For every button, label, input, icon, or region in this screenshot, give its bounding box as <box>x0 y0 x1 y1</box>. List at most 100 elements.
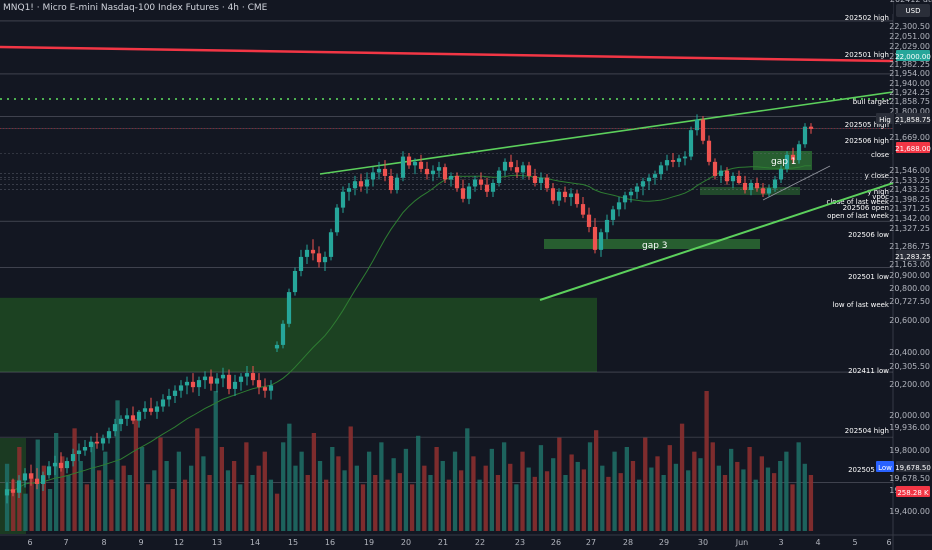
volume-bar <box>612 451 617 531</box>
price-tick: 21,433.25 <box>889 185 930 194</box>
candle-body <box>4 489 10 496</box>
volume-bar <box>551 458 556 531</box>
volume-bar <box>311 433 317 531</box>
gap-3-box <box>544 239 760 249</box>
volume-bar <box>790 484 795 531</box>
candle-body <box>310 249 316 254</box>
candle-body <box>394 177 400 191</box>
candle-body <box>124 415 130 419</box>
candle-body <box>142 408 148 412</box>
candle-body <box>670 160 676 162</box>
volume-bar <box>501 442 507 531</box>
candle-body <box>40 475 46 484</box>
candle-body <box>292 270 298 293</box>
price-tick: 19,400.00 <box>889 507 930 516</box>
level-label: 202501 high <box>845 51 889 59</box>
candle-body <box>112 424 118 432</box>
volume-bar <box>557 437 562 531</box>
price-badge-label: Low <box>878 464 892 472</box>
price-tick: 21,800.00 <box>889 107 930 116</box>
volume-bar <box>366 451 372 531</box>
level-label: 202506 high <box>845 137 889 145</box>
volume-bar <box>679 423 685 531</box>
price-badge <box>896 250 930 261</box>
volume-bar <box>213 391 218 531</box>
candle-body <box>688 130 694 157</box>
volume-bar <box>96 470 102 531</box>
candle-body <box>454 175 460 189</box>
time-tick: 3 <box>778 538 783 547</box>
candle-body <box>190 381 196 388</box>
volume-bar <box>189 465 194 531</box>
time-tick: 16 <box>325 538 335 547</box>
candle-body <box>28 473 34 479</box>
volume-bar <box>526 467 531 531</box>
time-tick: Jun <box>735 538 749 547</box>
time-tick: 6 <box>27 538 32 547</box>
volume-bar <box>452 451 458 531</box>
volume-bar <box>765 467 771 531</box>
volume-bar <box>354 465 359 531</box>
candle-body <box>730 175 736 182</box>
candle-body <box>70 454 76 462</box>
candle-body <box>298 256 304 271</box>
volume-bar <box>514 484 519 531</box>
candle-body <box>64 461 70 469</box>
time-tick: 21 <box>438 538 448 547</box>
candle-body <box>280 323 286 345</box>
volume-bar <box>72 428 77 531</box>
price-badge <box>896 50 930 61</box>
candle-body <box>58 462 64 469</box>
candle-body <box>334 207 340 233</box>
volume-bar <box>428 475 433 531</box>
candle-body <box>232 381 238 389</box>
candle-body <box>322 256 328 263</box>
price-badge <box>876 461 894 472</box>
candle-body <box>94 441 100 444</box>
level-label: bull target <box>853 98 890 106</box>
candle-body <box>370 172 376 180</box>
price-badge-label: 21,858.75 <box>895 116 931 124</box>
candle-body <box>436 167 442 171</box>
candle-body <box>742 182 748 191</box>
price-badge-label: 22,000.00 <box>895 53 931 61</box>
volume-bar <box>710 442 715 531</box>
volume-bar <box>409 484 415 531</box>
volume-bar <box>587 442 593 531</box>
price-badge <box>896 486 930 497</box>
candle-body <box>358 181 364 187</box>
price-tick: 22,051.00 <box>889 32 930 41</box>
candle-body <box>610 209 616 220</box>
candle-body <box>808 126 814 129</box>
volume-bar <box>164 461 169 531</box>
time-tick: 26 <box>551 538 561 547</box>
price-tick: 20,400.00 <box>889 348 930 357</box>
volume-bar <box>477 479 482 531</box>
time-tick: 4 <box>815 538 820 547</box>
candle-body <box>460 188 466 199</box>
price-tick: 20,200.00 <box>889 380 930 389</box>
time-tick: 5 <box>852 538 857 547</box>
candle-body <box>550 188 556 201</box>
price-axis-panel <box>893 0 932 550</box>
volume-bar <box>520 451 525 531</box>
candle-body <box>754 182 760 189</box>
volume-bar <box>287 423 292 531</box>
candle-body <box>724 170 730 182</box>
candle-body <box>10 489 16 493</box>
candle-body <box>22 473 28 481</box>
candle-body <box>250 373 256 381</box>
candle-body <box>676 158 682 162</box>
header-bar <box>0 0 893 14</box>
lower-trendline <box>539 182 894 301</box>
volume-bar <box>373 475 378 531</box>
volume-bar <box>778 461 783 531</box>
candle-body <box>340 191 346 208</box>
volume-bar <box>729 448 734 531</box>
volume-bar <box>103 451 108 531</box>
price-tick: 21,940.00 <box>889 79 930 88</box>
top-cut-label: 202412 ath <box>890 0 932 4</box>
candle-body <box>472 179 478 187</box>
